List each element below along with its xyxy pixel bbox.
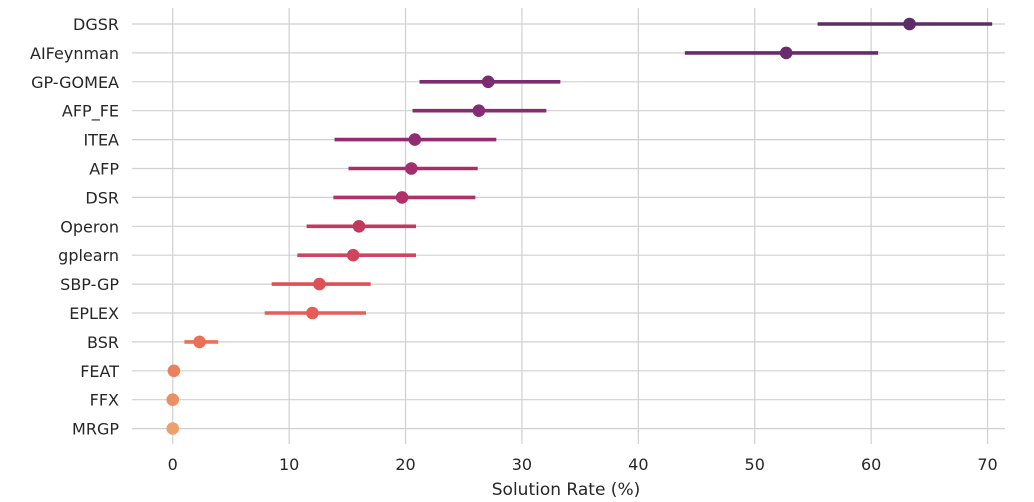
x-tick-label: 20 xyxy=(395,455,415,474)
data-point xyxy=(193,335,206,349)
x-tick-labels: 0 10 20 30 40 50 60 70 xyxy=(168,455,998,474)
data-point xyxy=(405,162,418,175)
data-point xyxy=(481,75,495,89)
x-tick-label: 70 xyxy=(977,455,997,474)
x-tick-label: 50 xyxy=(745,455,765,474)
grid xyxy=(132,8,1005,444)
category-label: EPLEX xyxy=(69,304,119,323)
category-label: Operon xyxy=(60,217,119,236)
data-point xyxy=(167,364,181,378)
data-point xyxy=(306,306,319,320)
data-marks xyxy=(166,17,993,435)
x-tick-label: 30 xyxy=(512,455,532,474)
category-label: FFX xyxy=(90,391,119,410)
category-label: DGSR xyxy=(73,15,119,34)
category-label: ITEA xyxy=(83,131,119,150)
data-point xyxy=(395,191,409,204)
data-point xyxy=(313,277,326,291)
category-label: FEAT xyxy=(80,362,119,381)
data-point xyxy=(166,393,180,407)
data-point xyxy=(346,248,360,262)
x-tick-label: 0 xyxy=(168,455,178,474)
category-label: SBP-GP xyxy=(60,275,119,294)
data-point xyxy=(352,220,366,233)
category-label: gplearn xyxy=(58,246,119,265)
category-labels: DGSR AIFeynman GP-GOMEA AFP_FE ITEA AFP DSR Ope… xyxy=(30,15,119,439)
category-label: AFP xyxy=(89,160,119,179)
x-tick-label: 40 xyxy=(628,455,648,474)
x-axis-label: Solution Rate (%) xyxy=(492,480,640,500)
data-point xyxy=(408,133,422,146)
data-point xyxy=(779,46,793,60)
category-label: AIFeynman xyxy=(30,44,119,63)
data-point xyxy=(903,17,916,31)
x-tick-label: 60 xyxy=(861,455,881,474)
category-label: AFP_FE xyxy=(62,102,119,122)
data-point xyxy=(472,104,486,117)
x-tick-label: 10 xyxy=(279,455,299,474)
category-label: DSR xyxy=(85,188,119,207)
category-label: MRGP xyxy=(72,420,119,439)
data-point xyxy=(166,422,180,435)
category-label: BSR xyxy=(87,333,119,352)
category-label: GP-GOMEA xyxy=(31,73,119,92)
